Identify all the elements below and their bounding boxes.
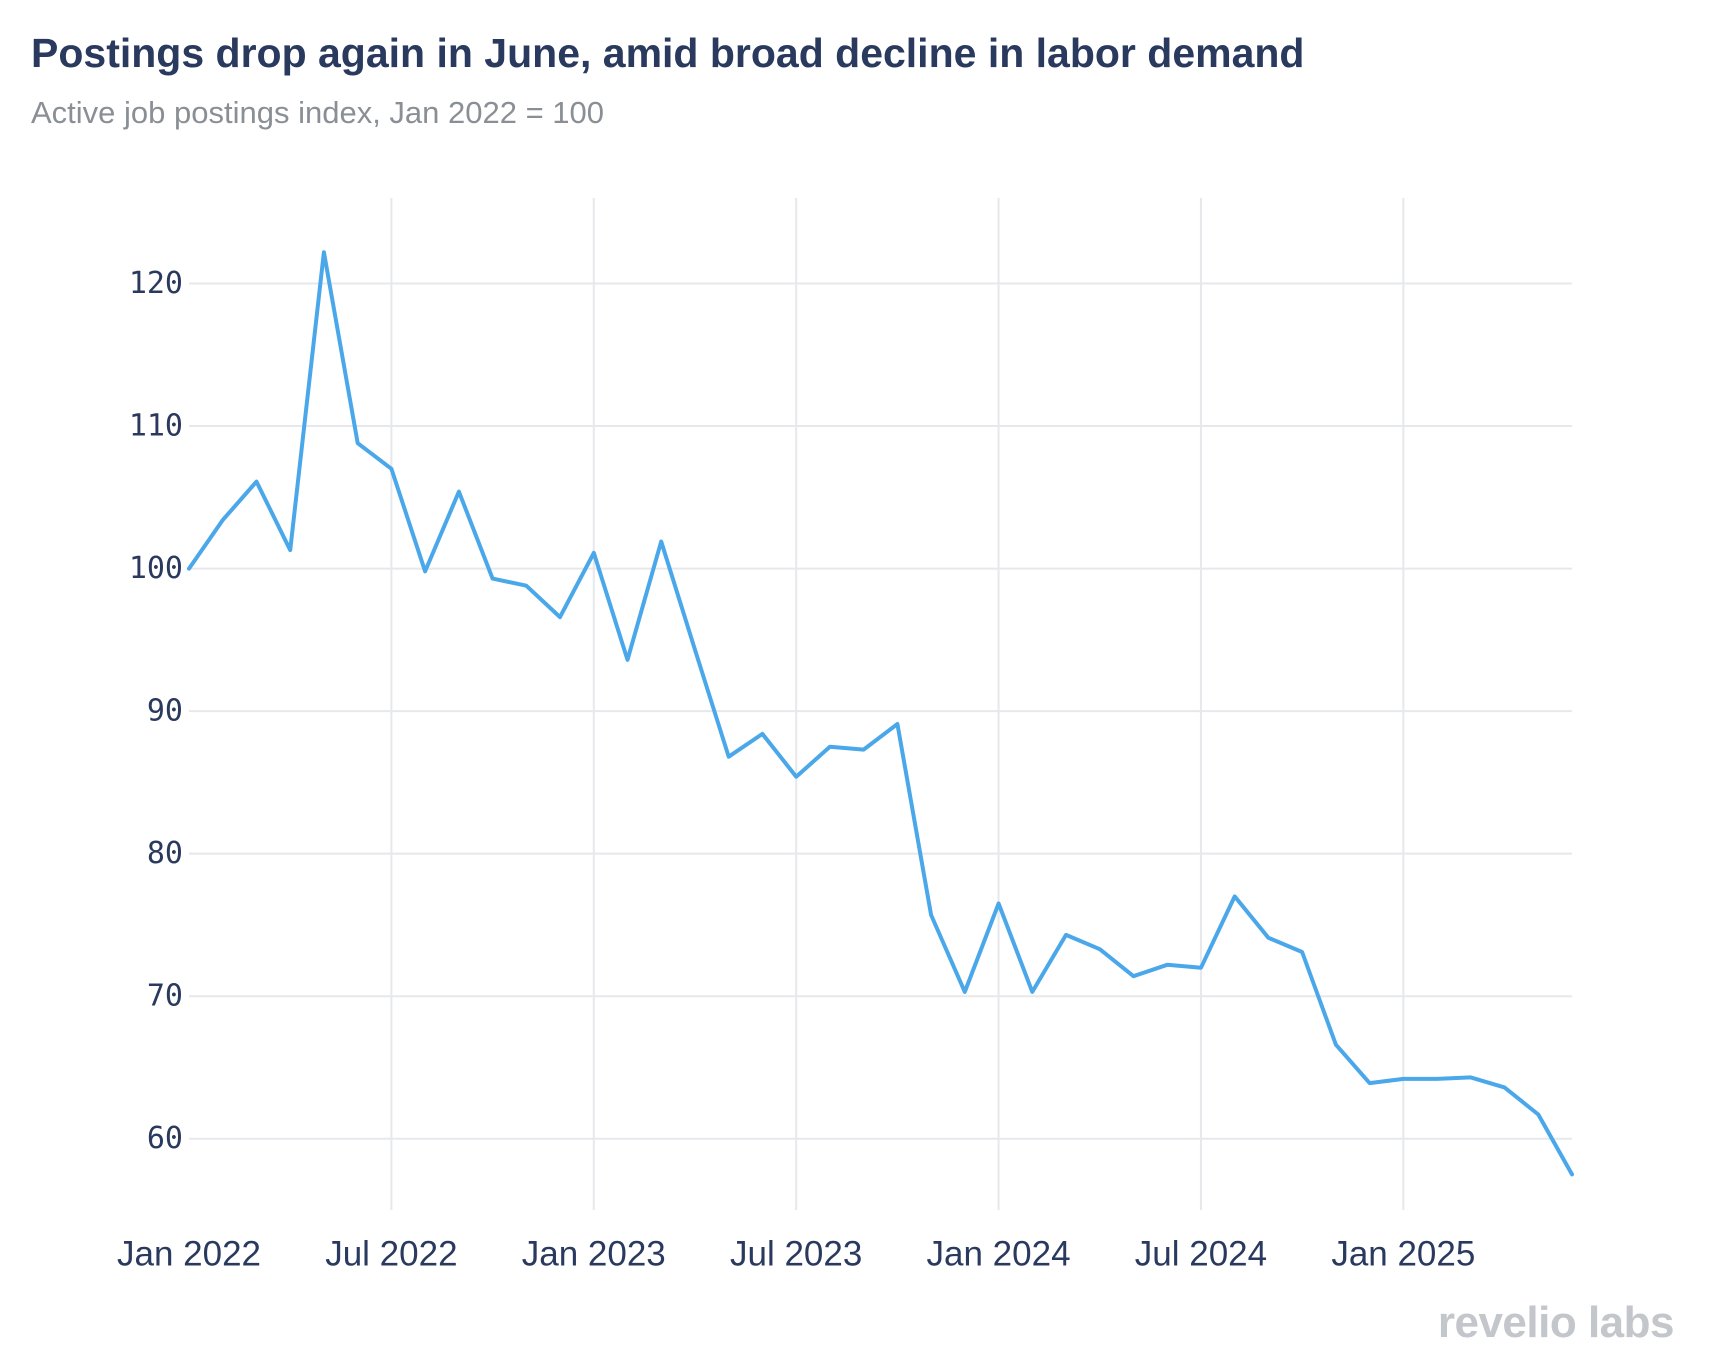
data-point bbox=[220, 517, 226, 523]
y-tick-label: 100 bbox=[129, 551, 183, 586]
data-point bbox=[253, 479, 259, 485]
data-point bbox=[557, 614, 563, 620]
data-point bbox=[1502, 1084, 1508, 1090]
data-point bbox=[422, 568, 428, 574]
chart-title: Postings drop again in June, amid broad … bbox=[31, 30, 1305, 76]
data-point bbox=[1434, 1076, 1440, 1082]
data-point bbox=[388, 466, 394, 472]
chart-series bbox=[186, 249, 1575, 1177]
data-point bbox=[490, 576, 496, 582]
data-point bbox=[1164, 962, 1170, 968]
y-tick-label: 120 bbox=[129, 266, 183, 301]
data-point bbox=[894, 721, 900, 727]
data-point bbox=[861, 747, 867, 753]
y-tick-label: 70 bbox=[147, 979, 183, 1014]
data-point bbox=[1130, 973, 1136, 979]
data-point bbox=[1569, 1171, 1575, 1177]
data-point bbox=[692, 647, 698, 653]
y-tick-label: 80 bbox=[147, 836, 183, 871]
y-axis-ticks: 60 70 80 90 100 110 120 bbox=[129, 266, 183, 1156]
data-point bbox=[1097, 946, 1103, 952]
y-tick-label: 90 bbox=[147, 694, 183, 729]
data-point bbox=[287, 547, 293, 553]
y-tick-label: 60 bbox=[147, 1121, 183, 1156]
data-point bbox=[456, 489, 462, 495]
data-point bbox=[928, 912, 934, 918]
x-tick-label: Jul 2022 bbox=[325, 1235, 457, 1274]
data-point bbox=[726, 754, 732, 760]
data-point bbox=[759, 731, 765, 737]
data-point bbox=[962, 989, 968, 995]
data-point bbox=[1265, 935, 1271, 941]
chart-subtitle: Active job postings index, Jan 2022 = 10… bbox=[31, 95, 605, 130]
data-point bbox=[625, 657, 631, 663]
data-point bbox=[523, 583, 529, 589]
data-point bbox=[186, 566, 192, 572]
x-tick-label: Jan 2022 bbox=[117, 1235, 261, 1274]
x-tick-label: Jul 2024 bbox=[1135, 1235, 1267, 1274]
x-tick-label: Jan 2024 bbox=[927, 1235, 1071, 1274]
revelio-labs-logo: revelio labs bbox=[1437, 1298, 1675, 1347]
data-point bbox=[1198, 965, 1204, 971]
y-tick-label: 110 bbox=[129, 409, 183, 444]
data-point bbox=[1535, 1112, 1541, 1118]
x-tick-label: Jan 2025 bbox=[1331, 1235, 1475, 1274]
data-point bbox=[996, 901, 1002, 907]
chart-grid bbox=[189, 198, 1572, 1210]
data-point bbox=[658, 539, 664, 545]
x-axis-ticks: Jan 2022 Jul 2022 Jan 2023 Jul 2023 Jan 2024… bbox=[117, 1235, 1475, 1274]
data-point bbox=[1232, 893, 1238, 899]
data-point bbox=[1029, 989, 1035, 995]
data-point bbox=[355, 440, 361, 446]
x-tick-label: Jul 2023 bbox=[730, 1235, 862, 1274]
data-point bbox=[1400, 1076, 1406, 1082]
data-point bbox=[591, 550, 597, 556]
data-point bbox=[321, 249, 327, 255]
data-point bbox=[1299, 949, 1305, 955]
data-point bbox=[1468, 1074, 1474, 1080]
data-point bbox=[1333, 1042, 1339, 1048]
data-point bbox=[793, 774, 799, 780]
x-tick-label: Jan 2023 bbox=[522, 1235, 666, 1274]
data-point bbox=[827, 744, 833, 750]
data-point bbox=[1063, 932, 1069, 938]
series-line bbox=[187, 250, 1574, 1177]
data-point bbox=[1367, 1080, 1373, 1086]
